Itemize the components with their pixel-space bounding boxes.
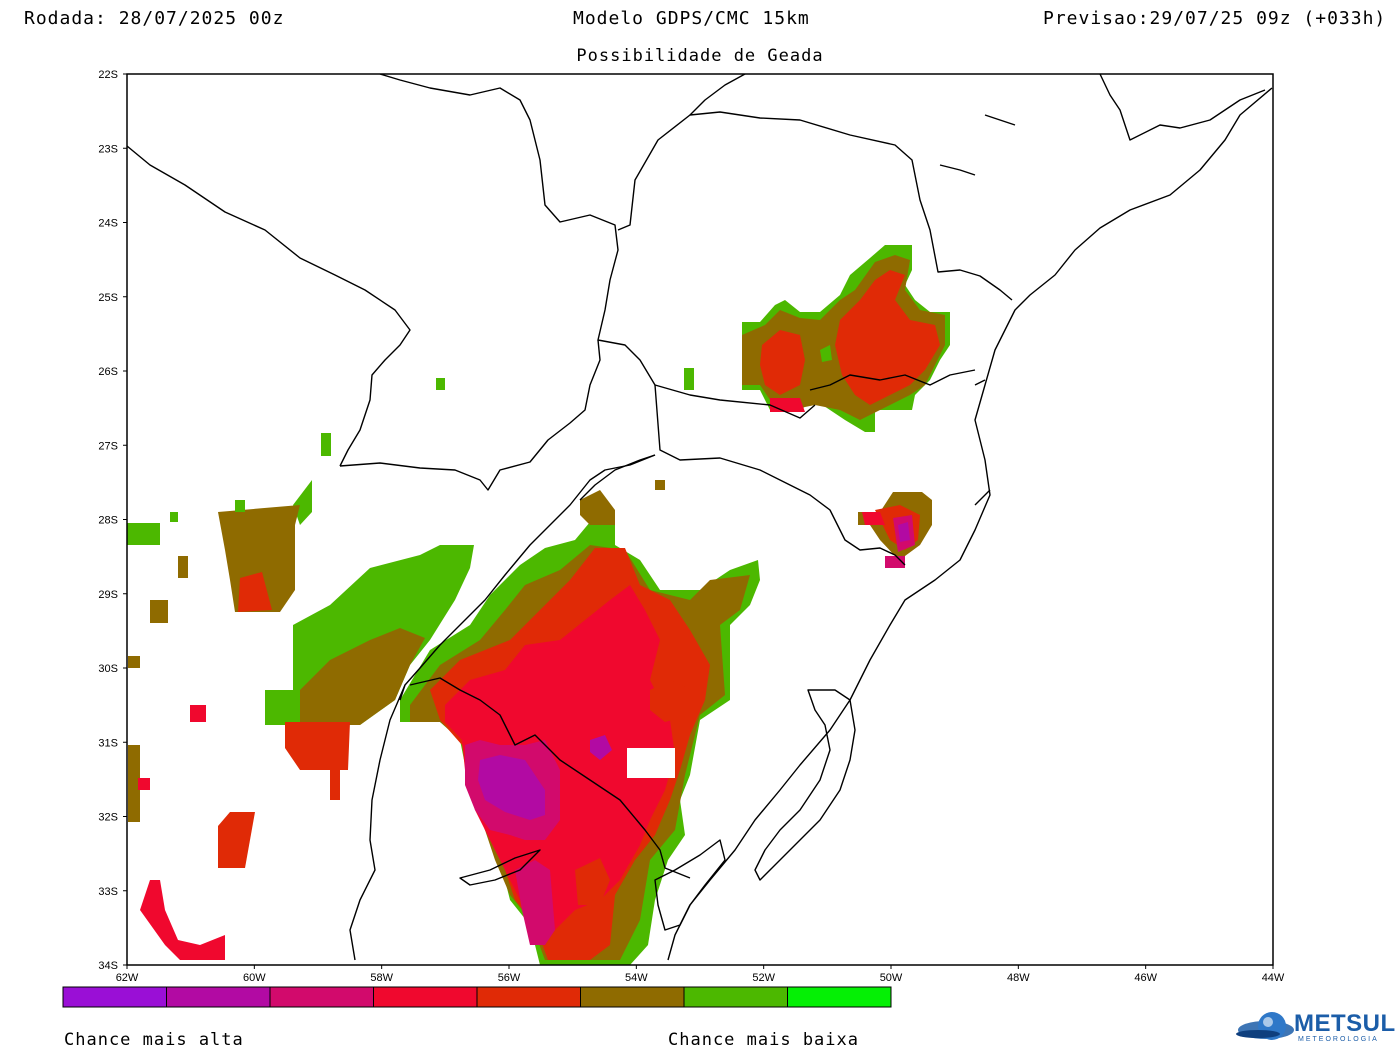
lat-tick-label: 33S (98, 886, 118, 898)
lat-tick-label: 24S (98, 218, 118, 230)
border-brazil-paraguay (379, 74, 816, 419)
frost-area-purple (898, 522, 910, 542)
frost-area-green (684, 368, 694, 390)
border-sc-pr-north (809, 369, 976, 391)
lon-tick-label: 62W (116, 972, 139, 984)
border-pr-sc (654, 384, 906, 566)
lat-tick-label: 31S (98, 737, 118, 749)
legend-colorbar (62, 986, 892, 1008)
lat-tick-label: 28S (98, 515, 118, 527)
lat-tick-label: 26S (98, 366, 118, 378)
frost-area-red (238, 572, 272, 612)
lat-tick-label: 29S (98, 589, 118, 601)
logo-sub: METEOROLOGIA (1298, 1036, 1379, 1043)
coastline-north (1099, 74, 1266, 141)
frost-area-red (575, 858, 610, 905)
legend-swatch (166, 986, 271, 1008)
lagoa-dos-patos (754, 689, 856, 881)
frost-area-magenta (885, 556, 905, 568)
frost-area-crimson (862, 512, 885, 525)
legend-swatch (62, 986, 167, 1008)
frost-area-red (218, 812, 255, 868)
lon-tick-label: 56W (498, 972, 521, 984)
globe-icon (1236, 1012, 1294, 1040)
legend-swatch (269, 986, 374, 1008)
lat-tick-label: 23S (98, 143, 118, 155)
frost-area-purple (478, 755, 545, 820)
frost-area-brown (128, 656, 140, 668)
frost-area-green (820, 345, 832, 362)
lon-tick-label: 54W (625, 972, 648, 984)
rio-de-la-plata (459, 849, 541, 886)
border-mato-grosso (617, 111, 1013, 301)
longitude-axis: 62W 60W 58W 56W 54W 52W 50W 48W 46W 44W (116, 965, 1285, 984)
frost-area-green (321, 433, 331, 456)
lat-tick-label: 25S (98, 292, 118, 304)
legend-swatch (683, 986, 788, 1008)
frost-area-green (127, 523, 160, 545)
frost-area-red (138, 778, 150, 790)
frost-area-red (835, 270, 940, 405)
border-minas-rj (689, 74, 746, 116)
legend-swatch (580, 986, 685, 1008)
border-paraguay-argentina (339, 339, 601, 491)
coastline-south (667, 87, 1273, 961)
lat-tick-label: 27S (98, 440, 118, 452)
frost-area-purple (590, 735, 612, 760)
lon-tick-label: 58W (370, 972, 393, 984)
frost-area-green (436, 378, 445, 390)
latitude-axis: 22S 23S 24S 25S 26S 27S 28S 29S 30S 31S 32S 33S 34S (98, 69, 127, 972)
forecast-label: Previsao:29/07/25 09z (+033h) (1043, 8, 1387, 29)
lon-tick-label: 48W (1007, 972, 1030, 984)
lon-tick-label: 44W (1262, 972, 1285, 984)
lon-tick-label: 46W (1134, 972, 1157, 984)
frost-area-brown (150, 600, 168, 623)
legend-swatch (787, 986, 892, 1008)
border-ar-north (579, 454, 656, 501)
frost-area-red (190, 705, 206, 722)
frost-area-red (760, 330, 805, 395)
frost-area-red-inner (650, 680, 692, 722)
model-label: Modelo GDPS/CMC 15km (573, 8, 810, 29)
frost-area-brown (128, 745, 140, 822)
lon-tick-label: 52W (752, 972, 775, 984)
lat-tick-label: 30S (98, 663, 118, 675)
logo-name: METSUL (1294, 1010, 1396, 1037)
frost-area-brown (580, 490, 615, 525)
lat-tick-label: 22S (98, 69, 118, 81)
frost-area-brown (178, 556, 188, 578)
frost-area-gap (627, 748, 675, 778)
metsul-logo: METSUL METEOROLOGIA (1232, 1008, 1395, 1048)
frost-area-brown (218, 505, 300, 612)
frost-area-red (140, 880, 225, 960)
frost-area-crimson (445, 585, 675, 930)
border-uruguay-brazil (409, 677, 691, 879)
frost-field (127, 245, 950, 965)
lat-tick-label: 34S (98, 960, 118, 972)
legend-swatch (476, 986, 581, 1008)
legend-low-label: Chance mais baixa (668, 1030, 859, 1050)
run-label: Rodada: 28/07/2025 00z (24, 8, 285, 29)
frost-area-crimson (770, 398, 805, 412)
map-subtitle: Possibilidade de Geada (576, 46, 824, 66)
legend-swatch (373, 986, 478, 1008)
frost-area-green (170, 512, 178, 522)
frost-area-red (285, 722, 350, 800)
lagoa-mirim (654, 839, 726, 931)
border-uruguay-argentina (349, 684, 406, 961)
legend-high-label: Chance mais alta (64, 1030, 244, 1050)
frost-area-brown (300, 628, 425, 725)
frost-area-magenta (515, 860, 555, 945)
frost-area-brown (655, 480, 665, 490)
border-bolivia-paraguay (127, 145, 411, 467)
lon-tick-label: 50W (880, 972, 903, 984)
border-argentina-brazil (399, 454, 656, 701)
lon-tick-label: 60W (243, 972, 266, 984)
frost-area-green (235, 500, 245, 512)
lat-tick-label: 32S (98, 812, 118, 824)
coast-islands (939, 114, 1016, 506)
political-borders (127, 74, 1273, 961)
